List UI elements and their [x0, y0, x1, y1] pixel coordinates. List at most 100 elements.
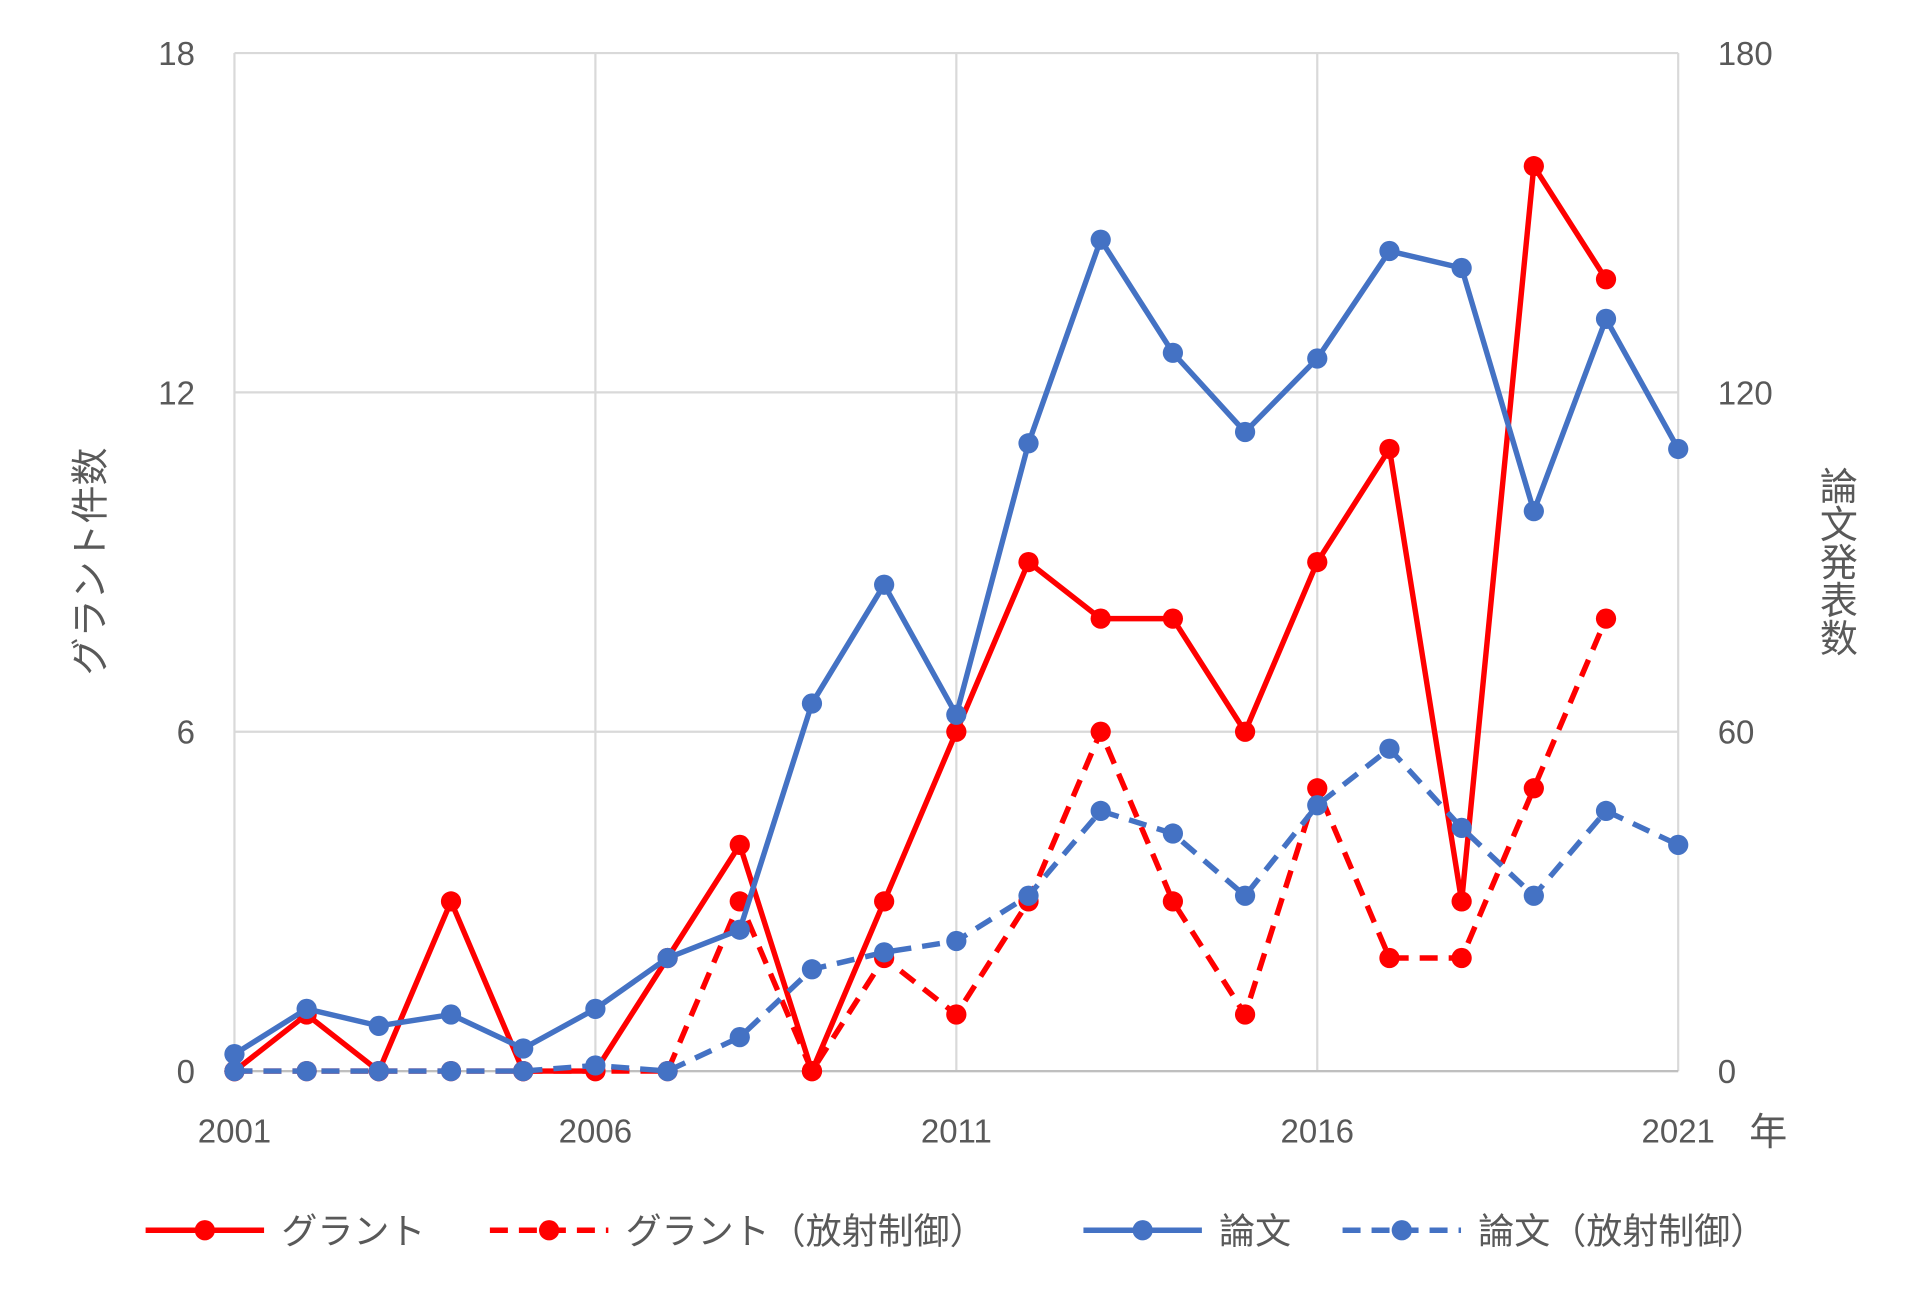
- y-left-tick-label: 0: [177, 1053, 195, 1090]
- data-point: [1162, 608, 1184, 629]
- data-point: [1668, 438, 1689, 460]
- data-point: [1090, 608, 1111, 629]
- legend-label: 論文: [1219, 1210, 1291, 1251]
- data-point: [729, 1027, 750, 1048]
- data-point: [801, 693, 823, 714]
- data-point: [1162, 342, 1184, 363]
- data-point: [1090, 800, 1111, 822]
- data-point: [296, 1060, 317, 1082]
- data-point: [729, 834, 750, 855]
- y-right-tick-label: 0: [1718, 1053, 1736, 1090]
- data-point: [1234, 721, 1256, 742]
- y-right-tick-label: 120: [1718, 374, 1773, 411]
- series-1: [224, 156, 1617, 1082]
- legend-label: グラント（放射制御）: [626, 1210, 986, 1251]
- data-point: [1523, 778, 1544, 799]
- data-point: [1018, 885, 1039, 906]
- series-line: [231, 163, 1609, 1074]
- data-point: [946, 704, 967, 725]
- y-left-tick-label: 12: [158, 374, 195, 411]
- data-point: [1090, 721, 1111, 742]
- x-tick-label: 2011: [921, 1113, 992, 1150]
- data-point: [874, 942, 895, 963]
- y-left-tick-label: 6: [177, 714, 195, 751]
- y-right-tick-label: 180: [1718, 35, 1773, 72]
- data-point: [874, 574, 895, 595]
- data-point: [874, 891, 895, 912]
- data-point: [1523, 501, 1544, 522]
- data-point: [440, 891, 462, 912]
- legend-item: 論文: [1083, 1210, 1291, 1251]
- legend: グラント グラント（放射制御） 論文 論文（放射制御）: [145, 1210, 1766, 1251]
- data-point: [1307, 795, 1328, 816]
- series-4: [224, 738, 1689, 1082]
- data-point: [513, 1038, 534, 1059]
- x-tick-label: 2001: [198, 1113, 271, 1150]
- data-point: [1595, 269, 1617, 290]
- legend-swatch-marker: [1132, 1220, 1153, 1241]
- data-point: [1307, 348, 1328, 369]
- x-tick-label: 2006: [559, 1113, 632, 1150]
- data-point: [1523, 156, 1544, 177]
- x-tick-label: 2016: [1281, 1113, 1354, 1150]
- series-3: [224, 229, 1689, 1065]
- data-point: [1379, 438, 1400, 460]
- series-2: [224, 608, 1617, 1082]
- data-point: [585, 998, 606, 1019]
- legend-item: グラント: [145, 1210, 425, 1251]
- data-point: [440, 1060, 462, 1082]
- x-tick-label: 2021: [1641, 1113, 1714, 1150]
- data-point: [1090, 229, 1111, 250]
- data-point: [296, 998, 317, 1019]
- data-point: [657, 947, 678, 969]
- data-point: [513, 1060, 534, 1082]
- legend-label: グラント: [281, 1210, 425, 1251]
- data-point: [1523, 885, 1544, 906]
- legend-swatch-marker: [1391, 1220, 1412, 1241]
- y-left-tick-label: 18: [158, 35, 195, 72]
- data-point: [1018, 433, 1039, 454]
- data-point: [1595, 800, 1617, 822]
- data-point: [946, 930, 967, 952]
- data-point: [1668, 834, 1689, 855]
- data-point: [946, 721, 967, 742]
- data-point: [1379, 947, 1400, 969]
- y-right-tick-label: 60: [1718, 714, 1755, 751]
- data-point: [1162, 823, 1184, 844]
- data-point: [946, 1004, 967, 1025]
- data-point: [801, 1060, 823, 1082]
- data-point: [1451, 947, 1472, 969]
- legend-item: 論文（放射制御）: [1342, 1210, 1766, 1251]
- data-point: [1307, 778, 1328, 799]
- legend-label: 論文（放射制御）: [1478, 1210, 1766, 1251]
- data-point: [801, 959, 823, 980]
- grid: [233, 51, 1680, 1073]
- data-point: [1379, 240, 1400, 262]
- data-point: [1234, 421, 1256, 443]
- data-point: [368, 1015, 389, 1036]
- data-point: [1162, 891, 1184, 912]
- data-point: [224, 1044, 245, 1065]
- data-point: [1451, 891, 1472, 912]
- data-point: [1451, 817, 1472, 839]
- data-point: [1595, 608, 1617, 629]
- data-point: [1595, 308, 1617, 329]
- plot-area: [224, 156, 1689, 1082]
- axis-labels: グラント件数 論文発表数 年: [71, 447, 1857, 1154]
- data-point: [1234, 885, 1256, 906]
- data-point: [440, 1004, 462, 1025]
- legend-swatch-marker: [539, 1220, 560, 1241]
- x-axis-title: 年: [1749, 1112, 1787, 1154]
- data-point: [585, 1055, 606, 1076]
- data-point: [1018, 551, 1039, 573]
- y-axis-left-title: グラント件数: [71, 447, 113, 675]
- data-point: [657, 1060, 678, 1082]
- data-point: [224, 1060, 245, 1082]
- data-point: [1307, 551, 1328, 573]
- data-point: [729, 919, 750, 940]
- data-point: [1234, 1004, 1256, 1025]
- data-point: [368, 1060, 389, 1082]
